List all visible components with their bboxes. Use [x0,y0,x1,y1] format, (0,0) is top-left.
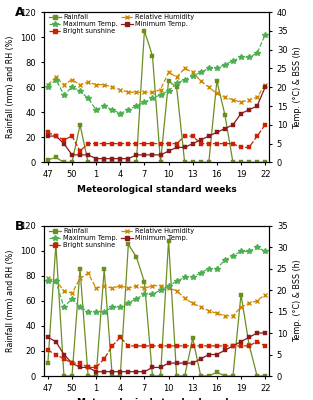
Y-axis label: Rainfall (mm) and RH (%): Rainfall (mm) and RH (%) [6,36,15,138]
Y-axis label: Temp. (°C) & BSS (h): Temp. (°C) & BSS (h) [293,260,302,342]
Y-axis label: Temp. (°C) & BSS (h): Temp. (°C) & BSS (h) [293,46,302,128]
Legend: Rainfall, Maximum Temp., Bright sunshine, Relative Humidity, Minimum Temp.: Rainfall, Maximum Temp., Bright sunshine… [47,12,196,36]
Y-axis label: Rainfall (mm) and RH (%): Rainfall (mm) and RH (%) [6,250,15,352]
Legend: Rainfall, Maximum Temp., Bright sunshine, Relative Humidity, Minimum Temp.: Rainfall, Maximum Temp., Bright sunshine… [47,226,196,250]
X-axis label: Meteorological standard weeks: Meteorological standard weeks [77,185,236,194]
Text: A: A [14,6,24,19]
Text: B: B [14,220,24,232]
X-axis label: Meteorological standard weeks: Meteorological standard weeks [77,398,236,400]
